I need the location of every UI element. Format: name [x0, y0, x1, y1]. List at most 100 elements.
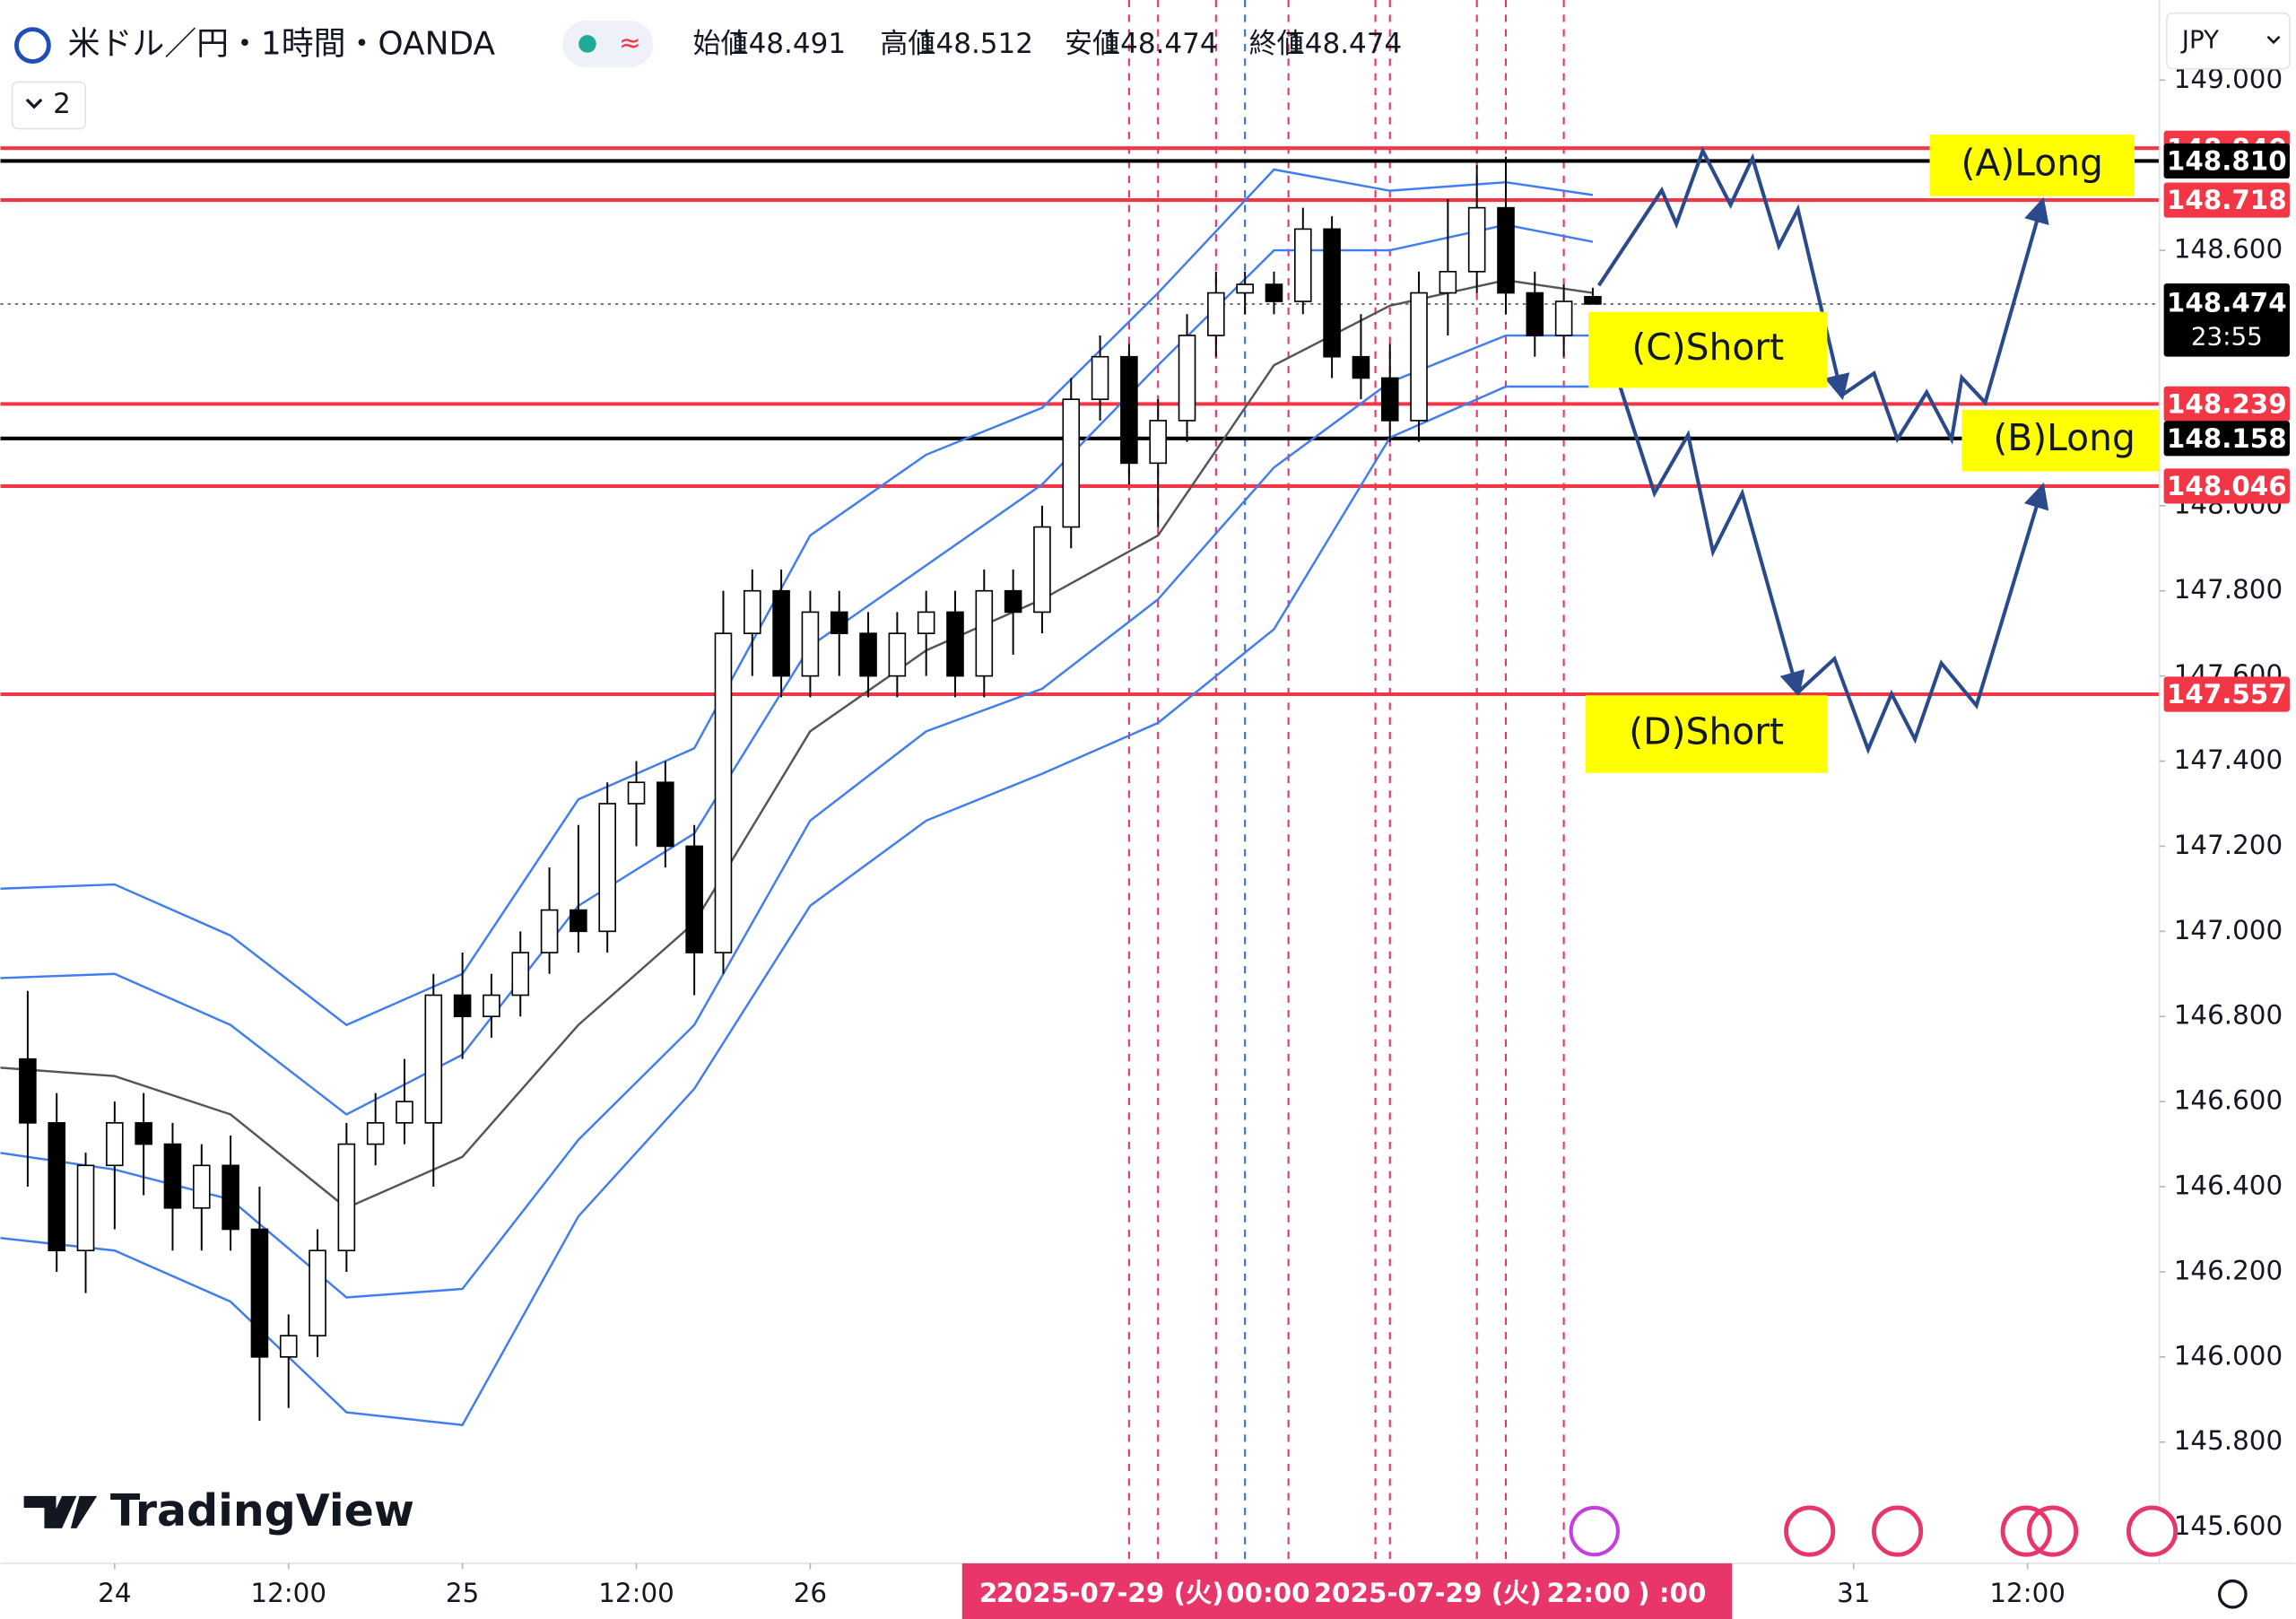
- candle-body: [483, 994, 500, 1018]
- annotations: (A)Long (B)Long (C)Short (D)Short: [1585, 135, 2167, 773]
- candle-body: [309, 1249, 326, 1336]
- brand-logo: TradingView: [23, 1485, 414, 1536]
- x-tick-label: 24: [98, 1578, 131, 1608]
- level-tag: [2163, 182, 2290, 218]
- y-tick-label: 147.800: [2174, 574, 2283, 605]
- status-icon: ≈: [619, 27, 641, 57]
- y-tick-label: 146.800: [2174, 1000, 2283, 1031]
- projection-path: [1840, 196, 2049, 445]
- crosshair-label: 22:00: [1546, 1578, 1630, 1608]
- candle-body: [570, 909, 587, 933]
- price-axis: [2159, 0, 2296, 1563]
- projection-path: [1596, 145, 1850, 401]
- symbol-title[interactable]: 米ドル／円・1時間・OANDA: [68, 26, 496, 63]
- crosshair-label: 2: [979, 1578, 997, 1608]
- crosshair-label: 00:00: [1226, 1578, 1309, 1608]
- crosshair-label: 2025-07-29 (火): [1314, 1578, 1542, 1608]
- level-tag: [2163, 676, 2290, 712]
- legend-label: 始値: [692, 28, 748, 60]
- level-tag-label: 148.046: [2167, 471, 2287, 501]
- candle-body: [1293, 228, 1312, 302]
- logo-mark: [23, 1495, 98, 1528]
- candle-body: [772, 589, 790, 677]
- candle-body: [917, 611, 935, 634]
- event-icon[interactable]: [1784, 1505, 1836, 1557]
- annotation-text: (D)Short: [1629, 709, 1784, 753]
- legend-label: 高値: [880, 28, 935, 60]
- level-tag: [2163, 421, 2290, 457]
- last-price-tag: [2163, 283, 2290, 357]
- candle-body: [1178, 335, 1196, 422]
- band-line: [0, 168, 1594, 1027]
- x-tick-label: 25: [446, 1578, 479, 1608]
- level-tag-label: 148.158: [2167, 423, 2287, 454]
- status-dot: [578, 35, 596, 53]
- candle-body: [192, 1164, 211, 1209]
- level-tag-label: 148.718: [2167, 185, 2287, 215]
- candle-body: [685, 845, 703, 953]
- candle-body: [1120, 355, 1138, 465]
- y-tick-label: 147.000: [2174, 915, 2283, 945]
- candle-body: [511, 952, 530, 997]
- event-icon[interactable]: [1872, 1505, 1924, 1557]
- candle-body: [76, 1164, 95, 1252]
- annotation-box: [1588, 311, 1828, 388]
- annotation-box: [1929, 135, 2135, 196]
- indicator-toggle[interactable]: [11, 81, 86, 130]
- legend-label: 終値: [1249, 28, 1305, 60]
- band-line: [0, 279, 1594, 1210]
- y-tick-label: 146.400: [2174, 1171, 2283, 1201]
- crosshair-label: 2025-07-29 (火): [996, 1578, 1223, 1608]
- crosshair-range: [961, 1562, 1733, 1619]
- event-icon[interactable]: [2000, 1505, 2052, 1557]
- y-tick-label: 145.600: [2174, 1510, 2283, 1541]
- currency-button[interactable]: [2166, 12, 2291, 70]
- candle-body: [337, 1143, 356, 1252]
- event-icon[interactable]: [2126, 1505, 2179, 1557]
- band-line: [0, 385, 1593, 1427]
- candle-body: [1467, 206, 1486, 273]
- candle-body: [627, 781, 646, 805]
- candle-body: [48, 1122, 65, 1252]
- x-tick-label: 31: [1837, 1578, 1870, 1608]
- event-icon[interactable]: [1569, 1505, 1620, 1557]
- candle-body: [1352, 355, 1370, 379]
- candle-body: [396, 1101, 413, 1124]
- symbol-icon: [14, 27, 51, 64]
- level-tag-label: 148.810: [2167, 146, 2287, 177]
- legend-value: 148.474: [1287, 28, 1402, 60]
- event-icon[interactable]: [2027, 1505, 2079, 1557]
- candle-body: [453, 994, 472, 1018]
- candle-body: [279, 1335, 298, 1358]
- brand-name: TradingView: [110, 1485, 414, 1536]
- candle-body: [1062, 398, 1081, 528]
- candle-body: [135, 1122, 152, 1145]
- y-tick-label: 146.200: [2174, 1255, 2283, 1285]
- currency-label: JPY: [2180, 25, 2219, 55]
- candle-body: [1584, 295, 1602, 305]
- status-pill[interactable]: [562, 20, 654, 68]
- chevron: [25, 98, 43, 109]
- candle-body: [1033, 526, 1051, 614]
- projection-path: [1796, 482, 2049, 755]
- candle-body: [1004, 589, 1022, 614]
- candle-body: [540, 909, 559, 953]
- candle-body: [1149, 420, 1167, 465]
- candle-body: [1323, 228, 1341, 358]
- legend-label: 安値: [1065, 28, 1120, 60]
- x-tick-label: 12:00: [250, 1578, 326, 1608]
- projection-drawings: [1596, 145, 2049, 755]
- level-tag-label: 148.239: [2167, 389, 2287, 420]
- settings-icon[interactable]: [2217, 1579, 2248, 1609]
- candle-body: [1410, 292, 1428, 422]
- projection-path: [1598, 324, 1805, 698]
- annotation-box: [1961, 409, 2167, 472]
- candle-body: [743, 589, 761, 634]
- candle-body: [1265, 283, 1283, 302]
- candle-body: [424, 994, 443, 1124]
- level-tag: [2163, 386, 2290, 422]
- candle-body: [366, 1122, 385, 1145]
